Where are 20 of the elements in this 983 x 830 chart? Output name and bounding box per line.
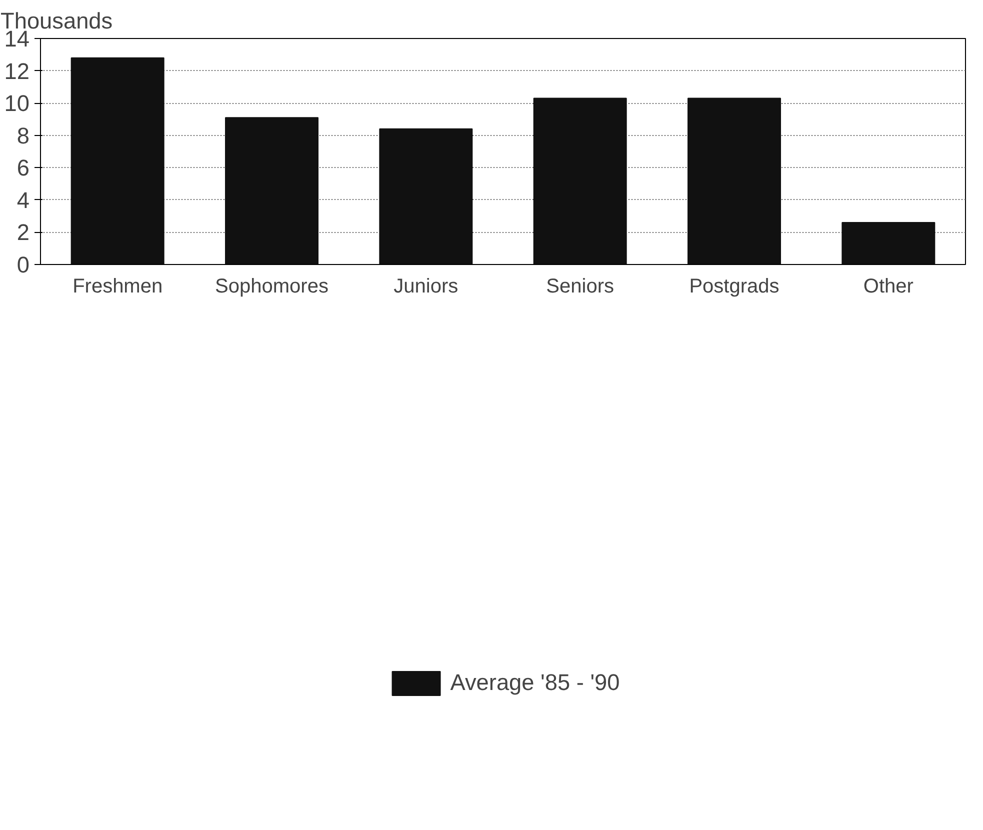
legend-label: Average '85 - '90	[450, 669, 620, 696]
x-tick-label: Juniors	[394, 276, 458, 298]
y-tick-label: 12	[4, 58, 30, 84]
y-tick-label: 10	[4, 90, 30, 116]
bar	[688, 98, 781, 264]
x-tick-label: Sophomores	[215, 276, 328, 298]
x-tick-label: Seniors	[546, 276, 614, 298]
bar	[70, 57, 164, 264]
x-tick-label: Postgrads	[689, 276, 780, 298]
bar	[225, 117, 318, 264]
x-tick-label: Other	[863, 276, 914, 298]
y-tick-label: 6	[16, 154, 30, 181]
x-tick-label: Freshmen	[72, 276, 163, 298]
y-tick-label: 4	[16, 186, 30, 213]
bar	[842, 222, 936, 264]
y-tick-label: 8	[16, 122, 30, 148]
y-tick-label: 0	[16, 252, 30, 278]
bar	[379, 128, 473, 264]
bar	[533, 98, 627, 264]
y-tick-label: 2	[16, 219, 30, 246]
